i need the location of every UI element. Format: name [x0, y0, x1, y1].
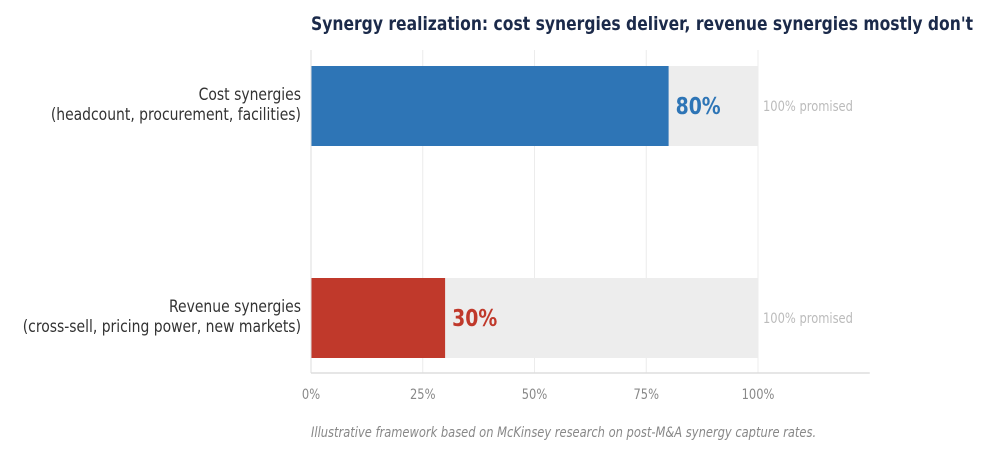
x-tick-label: 100% — [742, 387, 775, 403]
promised-label: 100% promised — [763, 311, 853, 327]
realized-bar — [311, 278, 446, 358]
x-tick-label: 25% — [410, 387, 436, 403]
x-tick-label: 75% — [633, 387, 659, 403]
promised-label: 100% promised — [763, 99, 853, 115]
category-label: (headcount, procurement, facilities) — [51, 105, 301, 125]
bars: 80% 100% promised 30% 100% promised — [311, 66, 853, 358]
x-axis: 0% 25% 50% 75% 100% — [302, 50, 870, 403]
value-label: 80% — [676, 92, 721, 119]
value-label: 30% — [452, 304, 497, 331]
realized-bar — [311, 66, 669, 146]
chart-title: Synergy realization: cost synergies deli… — [311, 14, 973, 36]
category-label: (cross-sell, pricing power, new markets) — [23, 317, 301, 337]
y-axis-labels: Cost synergies(headcount, procurement, f… — [23, 85, 301, 337]
category-label: Cost synergies — [199, 85, 301, 105]
x-tick-label: 0% — [302, 387, 320, 403]
category-label: Revenue synergies — [169, 297, 301, 317]
x-tick-label: 50% — [522, 387, 548, 403]
chart-caption: Illustrative framework based on McKinsey… — [311, 425, 816, 441]
